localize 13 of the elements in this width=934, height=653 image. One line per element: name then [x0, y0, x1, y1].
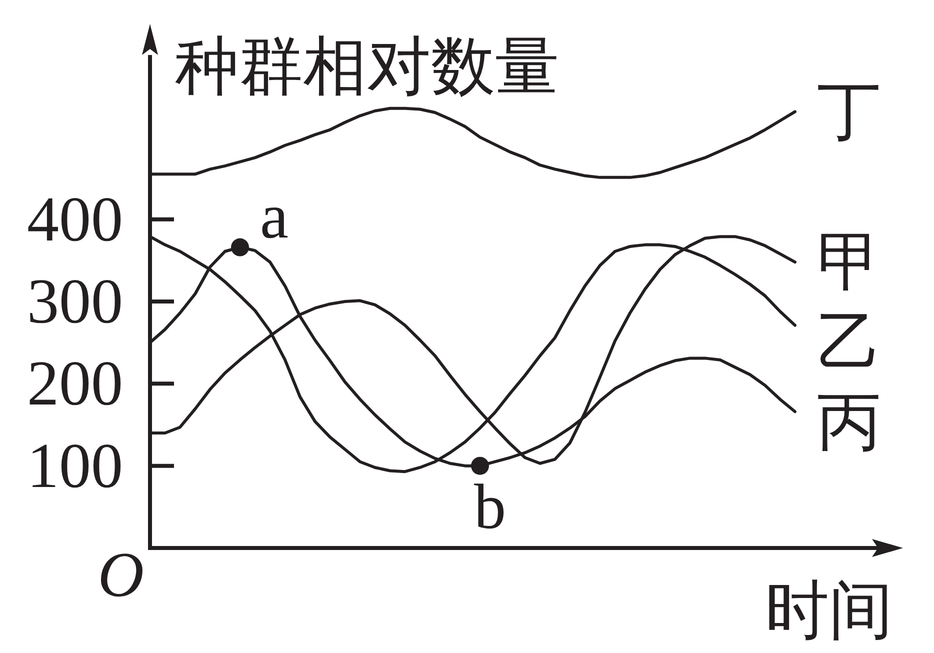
series-label: 乙: [817, 306, 881, 378]
series-label: 丁: [817, 76, 881, 148]
y-tick-label: 100: [27, 430, 123, 501]
y-tick-label: 400: [27, 183, 123, 254]
y-tick-label: 300: [27, 266, 123, 336]
series-label: 丙: [817, 386, 881, 458]
y-tick-label: 200: [27, 348, 123, 419]
ylabel: 种群相对数量: [175, 31, 559, 102]
point-label: a: [260, 180, 288, 252]
xlabel: 时间: [765, 575, 893, 646]
series-label: 甲: [817, 226, 881, 298]
annotation: O: [98, 539, 144, 610]
point-label: b: [474, 470, 506, 542]
